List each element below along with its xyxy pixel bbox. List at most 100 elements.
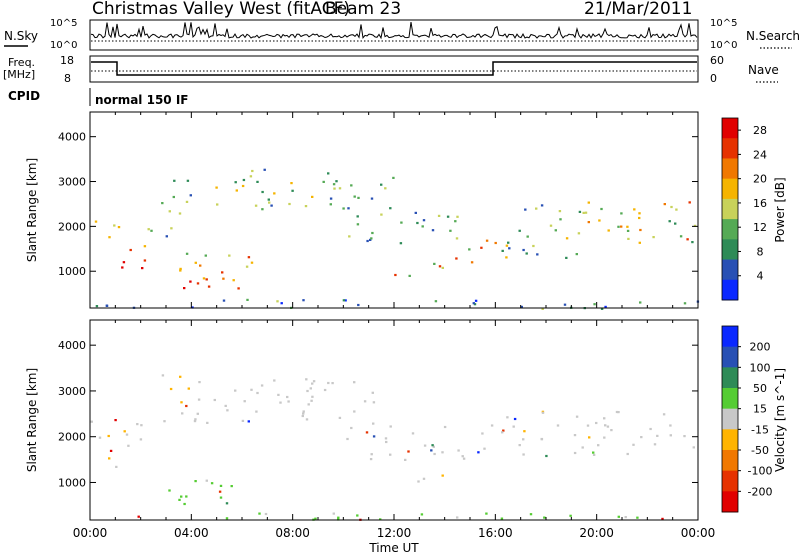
- echo-cell: [674, 222, 677, 225]
- colorbar-tick-label: 24: [753, 148, 767, 161]
- echo-cell: [205, 479, 208, 482]
- echo-cell: [663, 203, 666, 206]
- echo-cell: [607, 229, 610, 232]
- velocity-colorbar: 200 100 50 15 -15 -50 -100 -200: [721, 325, 772, 513]
- echo-cell: [434, 300, 438, 303]
- noise-tick-left-bottom: 10^0: [50, 40, 77, 51]
- echo-cell: [669, 424, 672, 427]
- echo-cell: [384, 437, 388, 440]
- echo-cell: [247, 256, 251, 259]
- echo-cell: [549, 224, 553, 227]
- echo-cell: [210, 482, 214, 485]
- echo-cell: [306, 389, 309, 393]
- colorbar-segment: [722, 259, 738, 281]
- echo-cell: [185, 495, 188, 498]
- echo-cell: [457, 449, 460, 452]
- echo-cell: [669, 434, 672, 437]
- echo-cell: [225, 517, 229, 520]
- echo-cell: [472, 302, 475, 305]
- colorbar-tick-label: 100: [750, 361, 771, 374]
- echo-cell: [226, 409, 229, 412]
- echo-cell: [617, 411, 620, 414]
- echo-cell: [679, 235, 683, 238]
- echo-cell: [638, 212, 641, 215]
- cpid-label: CPID: [8, 89, 40, 103]
- echo-cell: [455, 237, 459, 240]
- echo-cell: [179, 267, 182, 270]
- echo-cell: [302, 410, 305, 413]
- echo-cell: [683, 302, 687, 305]
- colorbar-segment: [722, 367, 738, 389]
- echo-cell: [592, 453, 596, 456]
- echo-cell: [216, 203, 219, 206]
- echo-cell: [578, 210, 582, 213]
- echo-cell: [251, 169, 254, 173]
- echo-cell: [638, 241, 641, 244]
- echo-cell: [261, 208, 264, 211]
- echo-cell: [626, 225, 629, 228]
- echo-cell: [370, 237, 373, 240]
- echo-cell: [258, 512, 261, 515]
- echo-cell: [327, 172, 330, 175]
- echo-cell: [95, 305, 99, 308]
- echo-cell: [563, 303, 567, 306]
- echo-cell: [228, 254, 231, 257]
- echo-cell: [247, 420, 250, 423]
- echo-cell: [205, 278, 208, 281]
- echo-cell: [586, 424, 590, 427]
- echo-cell: [347, 207, 350, 210]
- power-colorbar-label: Power [dB]: [773, 177, 787, 242]
- echo-cell: [379, 518, 382, 521]
- echo-cell: [432, 445, 435, 448]
- echo-cell: [606, 425, 610, 428]
- echo-cell: [207, 285, 211, 288]
- echo-cell: [329, 203, 332, 206]
- echo-cell: [441, 474, 444, 477]
- echo-cell: [520, 305, 523, 308]
- echo-cell: [322, 180, 325, 183]
- echo-cell: [194, 261, 197, 264]
- echo-cell: [501, 249, 504, 252]
- echo-cell: [276, 300, 279, 303]
- echo-cell: [363, 400, 367, 403]
- echo-cell: [179, 269, 182, 272]
- echo-cell: [302, 299, 305, 302]
- echo-cell: [501, 431, 504, 434]
- y-tick-label: 3000: [58, 176, 86, 189]
- echo-cell: [267, 198, 270, 201]
- echo-cell: [370, 453, 373, 456]
- nsearch-label: N.Search: [746, 29, 800, 43]
- echo-cell: [255, 410, 258, 413]
- echo-cell: [588, 436, 591, 439]
- echo-cell: [477, 451, 480, 454]
- echo-cell: [485, 512, 488, 515]
- echo-cell: [532, 244, 535, 248]
- time-tick-label: 12:00: [377, 526, 412, 540]
- echo-cell: [656, 434, 659, 437]
- echo-cell: [304, 205, 308, 208]
- echo-cell: [573, 451, 577, 455]
- colorbar-segment: [722, 470, 738, 492]
- echo-cell: [505, 244, 509, 247]
- echo-cell: [204, 254, 207, 257]
- y-tick-label: 4000: [58, 131, 86, 144]
- y-tick-label: 3000: [58, 385, 86, 398]
- echo-cell: [311, 195, 314, 198]
- colorbar-tick-label: 200: [750, 341, 771, 354]
- echo-cell: [270, 204, 273, 207]
- nsky-label: N.Sky: [4, 29, 38, 43]
- echo-cell: [139, 438, 143, 441]
- echo-cell: [273, 192, 276, 195]
- echo-cell: [600, 207, 603, 211]
- colorbar-tick-label: 50: [753, 382, 767, 395]
- echo-cell: [485, 239, 489, 242]
- echo-cell: [365, 431, 369, 434]
- echo-cell: [593, 303, 596, 306]
- echo-cell: [193, 420, 197, 423]
- noise-strip: N.Sky 10^5 10^0 10^5 10^0 N.Search: [4, 18, 800, 51]
- echo-cell: [540, 204, 544, 207]
- colorbar-segment: [722, 408, 738, 430]
- freq-label: Freq.: [8, 56, 35, 69]
- echo-cell: [333, 187, 336, 190]
